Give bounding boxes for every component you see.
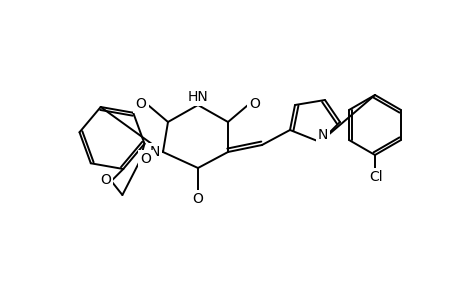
Text: N: N [317,128,327,142]
Text: O: O [192,192,203,206]
Text: O: O [249,97,260,111]
Text: N: N [150,145,160,159]
Text: HN: HN [187,90,208,104]
Text: O: O [135,97,146,111]
Text: O: O [100,173,111,187]
Text: Cl: Cl [369,170,382,184]
Text: O: O [140,152,151,166]
